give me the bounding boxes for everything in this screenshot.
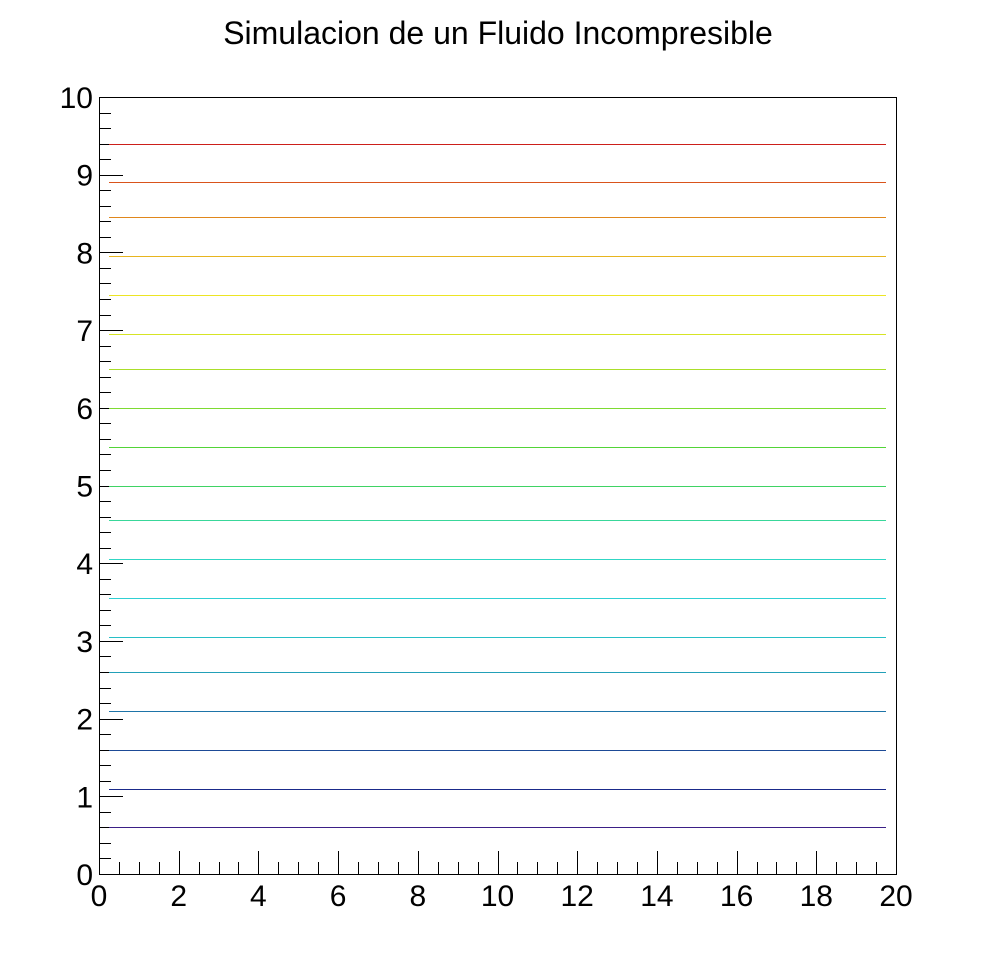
x-tick-label: 16 (720, 880, 753, 913)
y-tick-label: 8 (76, 237, 93, 270)
axis-ticks (99, 97, 897, 875)
y-tick-label: 4 (76, 548, 93, 581)
y-tick-label: 0 (76, 859, 93, 892)
x-tick-labels: 0 2 4 6 8 10 12 14 16 18 20 (91, 880, 913, 913)
series-lines (109, 144, 886, 828)
x-tick-label: 18 (800, 880, 833, 913)
x-tick-label: 0 (91, 880, 108, 913)
y-tick-labels: 0 1 2 3 4 5 6 7 8 9 10 (60, 82, 93, 892)
y-tick-label: 9 (76, 160, 93, 193)
x-tick-label: 14 (640, 880, 673, 913)
x-tick-label: 6 (330, 880, 347, 913)
chart-title: Simulacion de un Fluido Incompresible (223, 15, 773, 51)
y-tick-label: 6 (76, 393, 93, 426)
y-tick-label: 2 (76, 704, 93, 737)
y-tick-label: 7 (76, 315, 93, 348)
x-tick-label: 8 (409, 880, 426, 913)
x-tick-label: 4 (250, 880, 267, 913)
y-tick-label: 3 (76, 626, 93, 659)
y-tick-label: 5 (76, 471, 93, 504)
x-tick-label: 20 (879, 880, 912, 913)
y-tick-label: 10 (60, 82, 93, 115)
x-tick-label: 2 (170, 880, 187, 913)
y-tick-label: 1 (76, 781, 93, 814)
x-tick-label: 10 (481, 880, 514, 913)
x-tick-label: 12 (561, 880, 594, 913)
